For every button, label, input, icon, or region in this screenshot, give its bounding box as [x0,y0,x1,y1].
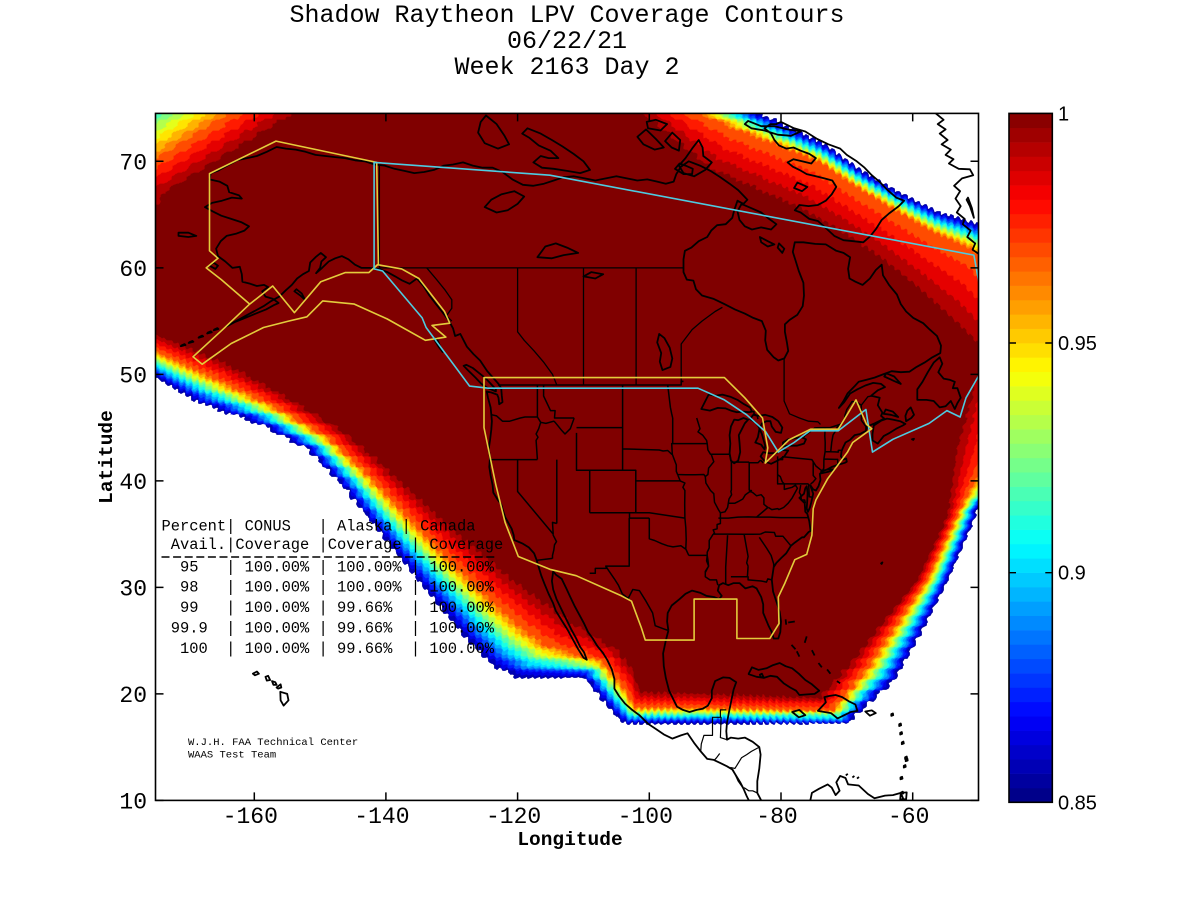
svg-text:10: 10 [119,789,147,815]
svg-text:Percent| CONUS | Alaska | Ca: Percent| CONUS | Alaska | Canada [162,518,476,536]
svg-text:Week 2163 Day 2: Week 2163 Day 2 [454,53,679,82]
svg-text:-80: -80 [756,804,797,830]
svg-text:-120: -120 [486,804,541,830]
svg-text:60: 60 [119,257,147,283]
svg-text:06/22/21: 06/22/21 [507,27,627,56]
svg-text:-100: -100 [618,804,673,830]
svg-text:Avail.|Coverage |Coverage | Co: Avail.|Coverage |Coverage | Coverage [162,536,504,554]
svg-text:-60: -60 [888,804,929,830]
svg-text:0.95: 0.95 [1058,333,1097,355]
svg-text:W.J.H. FAA Technical Center: W.J.H. FAA Technical Center [188,737,358,749]
svg-text:Longitude: Longitude [517,829,622,851]
svg-text:99 | 100.00% | 99.66% | 100: 99 | 100.00% | 99.66% | 100.00% [162,599,495,617]
svg-text:40: 40 [119,470,147,496]
svg-text:98 | 100.00% | 100.00% | 100: 98 | 100.00% | 100.00% | 100.00% [162,578,495,596]
svg-text:99.9 | 100.00% | 99.66% | 10: 99.9 | 100.00% | 99.66% | 100.00% [162,620,495,638]
svg-text:50: 50 [119,363,147,389]
svg-text:0.9: 0.9 [1058,563,1086,585]
svg-text:0.85: 0.85 [1058,792,1097,814]
svg-text:70: 70 [119,150,147,176]
svg-text:100 | 100.00% | 99.66% | 100: 100 | 100.00% | 99.66% | 100.00% [162,640,495,658]
svg-text:-160: -160 [223,804,278,830]
svg-text:95 | 100.00% | 100.00% | 100: 95 | 100.00% | 100.00% | 100.00% [162,558,495,576]
svg-text:WAAS Test Team: WAAS Test Team [188,750,276,762]
svg-text:1: 1 [1058,103,1069,125]
svg-text:20: 20 [119,683,147,709]
svg-text:-140: -140 [354,804,409,830]
svg-text:30: 30 [119,576,147,602]
svg-text:Latitude: Latitude [96,410,118,504]
svg-text:Shadow Raytheon LPV Coverage C: Shadow Raytheon LPV Coverage Contours [289,1,844,30]
